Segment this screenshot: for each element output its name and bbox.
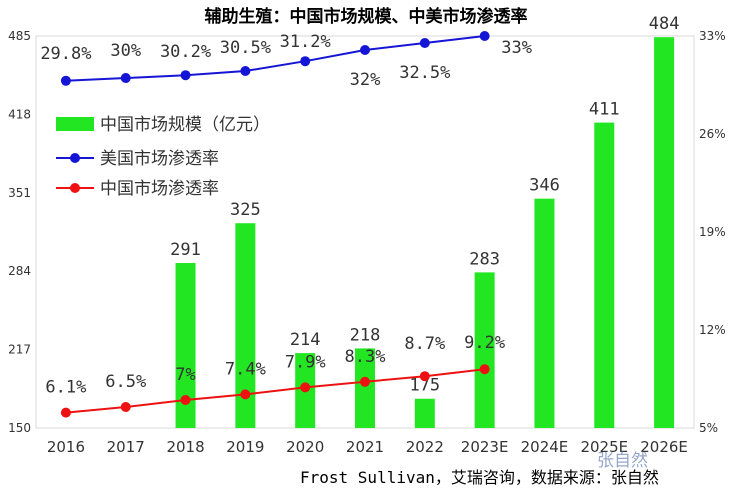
line-data-label: 33% bbox=[501, 38, 532, 58]
line-point bbox=[120, 73, 131, 83]
line-point bbox=[479, 31, 490, 41]
line-point bbox=[300, 382, 311, 393]
y-right-tick-label: 26% bbox=[699, 127, 726, 141]
line-point bbox=[240, 66, 251, 76]
bar-data-label: 218 bbox=[350, 325, 381, 345]
x-tick-label: 2018 bbox=[166, 438, 204, 456]
bar bbox=[474, 272, 495, 428]
bar-data-label: 484 bbox=[649, 14, 680, 34]
x-tick-label: 2024E bbox=[521, 438, 569, 456]
line-point bbox=[360, 376, 370, 387]
x-tick-label: 2026E bbox=[640, 438, 688, 456]
line-point bbox=[180, 70, 191, 81]
line-point bbox=[419, 38, 430, 48]
bar bbox=[355, 348, 375, 428]
line-point bbox=[180, 395, 191, 405]
bar bbox=[654, 37, 675, 428]
line-point bbox=[240, 389, 251, 400]
x-tick-label: 2019 bbox=[226, 438, 264, 456]
line-data-label: 29.8% bbox=[40, 44, 91, 64]
x-tick-label: 2022 bbox=[406, 438, 444, 456]
line-data-label: 32.5% bbox=[399, 63, 450, 83]
line-point bbox=[419, 371, 430, 382]
watermark: 张自然 bbox=[597, 451, 648, 471]
bar-data-label: 291 bbox=[170, 240, 201, 260]
x-tick-label: 2023E bbox=[461, 438, 509, 456]
y-left-tick-label: 351 bbox=[8, 186, 31, 200]
bar bbox=[235, 223, 256, 428]
line-data-label: 7.4% bbox=[225, 359, 266, 379]
bar-data-label: 214 bbox=[290, 330, 321, 350]
line-data-label: 9.2% bbox=[464, 333, 505, 353]
line-data-label: 8.3% bbox=[345, 347, 386, 367]
y-right-tick-label: 5% bbox=[699, 421, 718, 435]
bar bbox=[175, 263, 196, 428]
line-data-label: 7.9% bbox=[285, 352, 326, 372]
bar bbox=[414, 398, 435, 428]
line-path bbox=[65, 35, 485, 82]
y-left-tick-label: 150 bbox=[8, 421, 31, 435]
line-data-label: 7% bbox=[175, 365, 195, 385]
bar-data-label: 346 bbox=[529, 176, 560, 196]
x-axis: 2016 2017 2018 2019 2020 2021 2022 2023E 2024E 20… bbox=[47, 438, 688, 456]
bar-data-label: 325 bbox=[230, 200, 261, 220]
line-point bbox=[479, 364, 490, 375]
y-left-tick-label: 485 bbox=[8, 29, 31, 43]
bar-data-label: 411 bbox=[589, 100, 620, 120]
left-axis: 150 217 284 351 418 485 bbox=[8, 29, 31, 435]
y-right-tick-label: 19% bbox=[699, 225, 726, 239]
legend-label: 中国市场渗透率 bbox=[100, 179, 219, 199]
x-tick-label: 2021 bbox=[346, 438, 384, 456]
line-point bbox=[360, 45, 370, 55]
bar-data-label: 175 bbox=[409, 376, 440, 396]
line-point bbox=[300, 56, 311, 67]
legend-label: 中国市场规模（亿元） bbox=[100, 115, 270, 135]
line-point bbox=[120, 402, 131, 412]
bar bbox=[594, 122, 615, 429]
y-left-tick-label: 418 bbox=[8, 107, 31, 121]
y-left-tick-label: 217 bbox=[8, 343, 31, 357]
bar bbox=[534, 198, 555, 428]
x-tick-label: 2020 bbox=[286, 438, 324, 456]
bar-data-label: 283 bbox=[469, 249, 500, 269]
chart-title: 辅助生殖：中国市场规模、中美市场渗透率 bbox=[205, 6, 528, 27]
line-data-label: 6.1% bbox=[45, 378, 86, 398]
legend-swatch-marker bbox=[70, 183, 80, 193]
line-data-label: 31.2% bbox=[280, 32, 331, 52]
x-tick-label: 2016 bbox=[47, 438, 85, 456]
line-data-label: 6.5% bbox=[105, 372, 146, 392]
line-data-label: 30.5% bbox=[220, 38, 271, 58]
legend-swatch-bar bbox=[56, 117, 94, 131]
line-data-label: 30% bbox=[110, 41, 141, 61]
line-data-label: 30.2% bbox=[160, 42, 211, 62]
line-point bbox=[60, 407, 71, 418]
y-right-tick-label: 33% bbox=[699, 29, 726, 43]
bar-series: 291 325 214 218 175 283 346 411 484 bbox=[170, 14, 680, 429]
line-point bbox=[60, 75, 71, 86]
x-tick-label: 2025E bbox=[580, 438, 628, 456]
source-note: Frost Sullivan，艾瑞咨询，数据来源：张自然 bbox=[300, 468, 659, 487]
legend-swatch-marker bbox=[70, 153, 80, 163]
line-series: 29.8% 30% 30.2% 30.5% 31.2% 32% 32.5% 33% 6.1% 6.… bbox=[40, 31, 532, 418]
x-tick-label: 2017 bbox=[107, 438, 145, 456]
line-data-label: 8.7% bbox=[404, 334, 445, 354]
right-axis: 5% 12% 19% 26% 33% bbox=[699, 29, 726, 435]
line-path bbox=[65, 368, 485, 414]
line-data-label: 32% bbox=[350, 70, 381, 90]
y-right-tick-label: 12% bbox=[699, 323, 726, 337]
legend-label: 美国市场渗透率 bbox=[100, 149, 219, 169]
y-left-tick-label: 284 bbox=[8, 264, 31, 278]
